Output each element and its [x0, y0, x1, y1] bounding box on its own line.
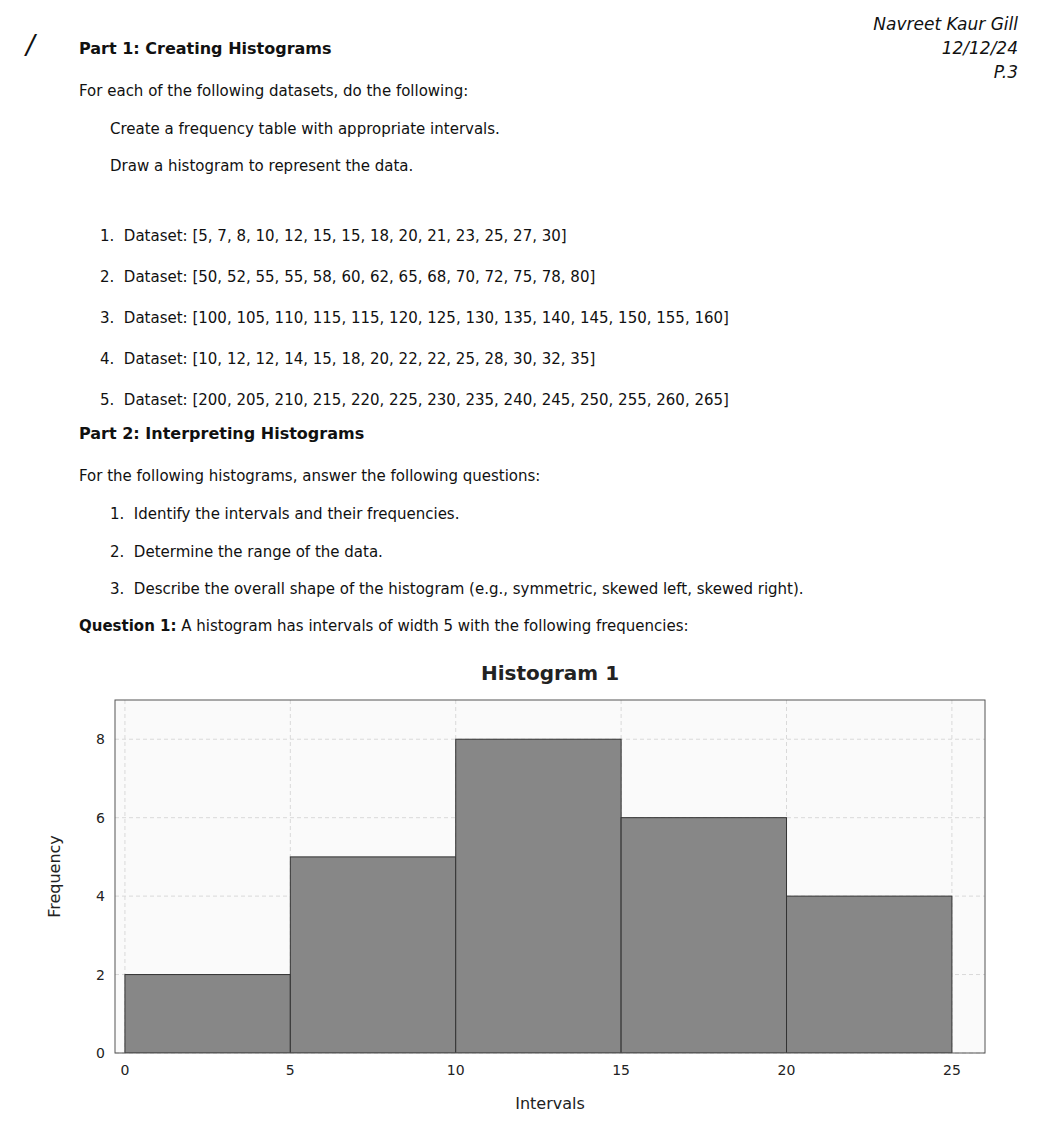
dataset-text: 2. Dataset: [50, 52, 55, 55, 58, 60, 62,… [100, 268, 595, 286]
y-tick-label: 2 [96, 967, 105, 983]
y-axis-label: Frequency [45, 835, 64, 918]
histogram-bar [456, 739, 621, 1053]
header-period: P.3 [994, 62, 1018, 82]
histogram-bar [787, 896, 952, 1053]
x-tick-label: 10 [447, 1062, 465, 1078]
x-tick-label: 0 [120, 1062, 129, 1078]
histogram-bar [125, 975, 290, 1053]
x-tick-label: 5 [286, 1062, 295, 1078]
x-tick-label: 15 [612, 1062, 630, 1078]
histogram-bar [290, 857, 455, 1053]
dataset-text: 4. Dataset: [10, 12, 12, 14, 15, 18, 20,… [100, 350, 595, 368]
header-date: 12/12/24 [942, 38, 1018, 58]
chart-title: Histogram 1 [481, 661, 619, 685]
header-name: Navreet Kaur Gill [873, 14, 1018, 34]
page: / Navreet Kaur Gill 12/12/24 P.3 Part 1: Cre… [0, 0, 1048, 1140]
bullet-text: 1. Identify the intervals and their freq… [110, 505, 459, 523]
histogram-chart: 0 5 10 15 20 25 0 2 4 6 8 Histogram 1 Intervals Frequ… [0, 648, 1048, 1138]
y-tick-label: 6 [96, 810, 105, 826]
bullet-text: 3. Describe the overall shape of the his… [110, 580, 804, 598]
grid [115, 700, 985, 1053]
x-tick-label: 20 [778, 1062, 796, 1078]
tick-labels: 0 5 10 15 20 25 0 2 4 6 8 [96, 731, 961, 1078]
bars [125, 739, 952, 1053]
slash-mark: / [26, 30, 35, 61]
dataset-text: 1. Dataset: [5, 7, 8, 10, 12, 15, 15, 18… [100, 227, 567, 245]
bullet-text: Draw a histogram to represent the data. [110, 157, 413, 175]
intro-text: For each of the following datasets, do t… [79, 82, 468, 100]
x-tick-label: 25 [943, 1062, 961, 1078]
histogram-bar [621, 818, 786, 1053]
plot-background [115, 700, 985, 1053]
intro-text: For the following histograms, answer the… [79, 467, 540, 485]
question-text: A histogram has intervals of width 5 wit… [177, 617, 689, 635]
x-axis-label: Intervals [515, 1094, 585, 1113]
dataset-text: 5. Dataset: [200, 205, 210, 215, 220, 22… [100, 391, 729, 409]
section-title: Part 2: Interpreting Histograms [79, 424, 364, 443]
question-line: Question 1: A histogram has intervals of… [79, 617, 689, 635]
y-tick-label: 0 [96, 1045, 105, 1061]
dataset-text: 3. Dataset: [100, 105, 110, 115, 115, 12… [100, 309, 729, 327]
bullet-text: 2. Determine the range of the data. [110, 543, 383, 561]
section-title: Part 1: Creating Histograms [79, 39, 332, 58]
plot-frame [115, 700, 985, 1053]
y-tick-label: 8 [96, 731, 105, 747]
y-tick-label: 4 [96, 888, 105, 904]
bullet-text: Create a frequency table with appropriat… [110, 120, 500, 138]
question-label: Question 1: [79, 617, 177, 635]
